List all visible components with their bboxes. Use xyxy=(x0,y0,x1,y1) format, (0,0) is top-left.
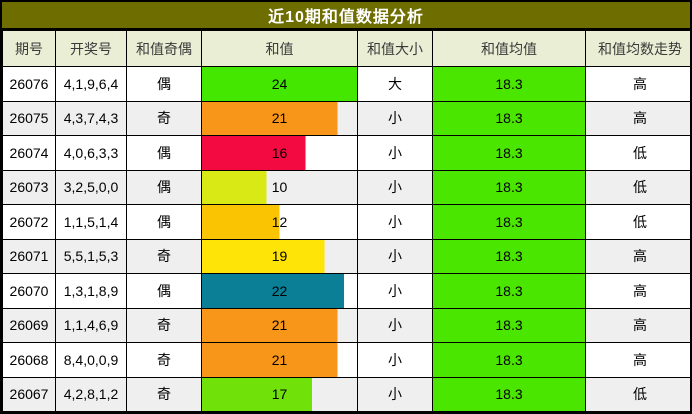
sum-bar-cell: 10 xyxy=(201,169,358,205)
col-header-mean: 和值均值 xyxy=(432,30,586,67)
table-row: 26073 3,2,5,0,0 偶 10 小 18.3 低 xyxy=(2,169,690,205)
mean-cell: 18.3 xyxy=(432,376,586,412)
trend-cell: 低 xyxy=(585,169,690,205)
period-cell: 26067 xyxy=(2,376,56,412)
table-row: 26072 1,1,5,1,4 偶 12 小 18.3 低 xyxy=(2,204,690,240)
mean-cell: 18.3 xyxy=(432,238,586,274)
trend-cell: 低 xyxy=(585,376,690,412)
sum-bar-cell: 22 xyxy=(201,273,358,309)
mean-cell: 18.3 xyxy=(432,273,586,309)
numbers-cell: 4,2,8,1,2 xyxy=(55,376,127,412)
period-cell: 26075 xyxy=(2,100,56,136)
period-cell: 26072 xyxy=(2,204,56,240)
period-cell: 26070 xyxy=(2,273,56,309)
numbers-cell: 4,1,9,6,4 xyxy=(55,66,127,102)
trend-cell: 高 xyxy=(585,238,690,274)
size-cell: 小 xyxy=(357,135,433,171)
trend-cell: 高 xyxy=(585,100,690,136)
numbers-cell: 5,5,1,5,3 xyxy=(55,238,127,274)
table-row: 26074 4,0,6,3,3 偶 16 小 18.3 低 xyxy=(2,135,690,171)
mean-cell: 18.3 xyxy=(432,135,586,171)
mean-cell: 18.3 xyxy=(432,66,586,102)
col-header-period: 期号 xyxy=(2,30,56,67)
parity-cell: 奇 xyxy=(126,238,202,274)
col-header-trend: 和值均数走势 xyxy=(585,30,690,67)
sum-analysis-table: 期号 开奖号 和值奇偶 和值 和值大小 和值均值 和值均数走势 26076 4,… xyxy=(2,30,690,412)
mean-cell: 18.3 xyxy=(432,307,586,343)
numbers-cell: 1,1,5,1,4 xyxy=(55,204,127,240)
sum-bar-cell: 24 xyxy=(201,66,358,102)
sum-bar-cell: 21 xyxy=(201,342,358,378)
size-cell: 小 xyxy=(357,307,433,343)
col-header-size: 和值大小 xyxy=(357,30,433,67)
mean-cell: 18.3 xyxy=(432,342,586,378)
period-cell: 26071 xyxy=(2,238,56,274)
sum-bar-cell: 16 xyxy=(201,135,358,171)
parity-cell: 偶 xyxy=(126,204,202,240)
trend-cell: 低 xyxy=(585,135,690,171)
size-cell: 小 xyxy=(357,100,433,136)
mean-cell: 18.3 xyxy=(432,204,586,240)
page-title: 近10期和值数据分析 xyxy=(2,2,690,30)
col-header-numbers: 开奖号 xyxy=(55,30,127,67)
sum-bar-cell: 19 xyxy=(201,238,358,274)
period-cell: 26076 xyxy=(2,66,56,102)
size-cell: 小 xyxy=(357,204,433,240)
size-cell: 小 xyxy=(357,342,433,378)
size-cell: 小 xyxy=(357,273,433,309)
trend-cell: 高 xyxy=(585,273,690,309)
parity-cell: 奇 xyxy=(126,342,202,378)
sum-bar-cell: 21 xyxy=(201,307,358,343)
numbers-cell: 1,3,1,8,9 xyxy=(55,273,127,309)
numbers-cell: 8,4,0,0,9 xyxy=(55,342,127,378)
trend-cell: 高 xyxy=(585,342,690,378)
sum-bar-cell: 17 xyxy=(201,376,358,412)
parity-cell: 偶 xyxy=(126,66,202,102)
sum-bar-cell: 12 xyxy=(201,204,358,240)
size-cell: 小 xyxy=(357,238,433,274)
table-row: 26067 4,2,8,1,2 奇 17 小 18.3 低 xyxy=(2,376,690,412)
sum-bar-cell: 21 xyxy=(201,100,358,136)
table-row: 26071 5,5,1,5,3 奇 19 小 18.3 高 xyxy=(2,238,690,274)
size-cell: 小 xyxy=(357,169,433,205)
period-cell: 26068 xyxy=(2,342,56,378)
col-header-parity: 和值奇偶 xyxy=(126,30,202,67)
trend-cell: 高 xyxy=(585,66,690,102)
parity-cell: 偶 xyxy=(126,169,202,205)
numbers-cell: 4,0,6,3,3 xyxy=(55,135,127,171)
table-row: 26068 8,4,0,0,9 奇 21 小 18.3 高 xyxy=(2,342,690,378)
size-cell: 大 xyxy=(357,66,433,102)
mean-cell: 18.3 xyxy=(432,100,586,136)
col-header-sum: 和值 xyxy=(201,30,358,67)
parity-cell: 偶 xyxy=(126,273,202,309)
numbers-cell: 3,2,5,0,0 xyxy=(55,169,127,205)
table-row: 26076 4,1,9,6,4 偶 24 大 18.3 高 xyxy=(2,66,690,102)
parity-cell: 奇 xyxy=(126,100,202,136)
table-header: 期号 开奖号 和值奇偶 和值 和值大小 和值均值 和值均数走势 xyxy=(2,30,690,67)
parity-cell: 奇 xyxy=(126,376,202,412)
period-cell: 26074 xyxy=(2,135,56,171)
numbers-cell: 1,1,4,6,9 xyxy=(55,307,127,343)
trend-cell: 低 xyxy=(585,204,690,240)
parity-cell: 偶 xyxy=(126,135,202,171)
trend-cell: 高 xyxy=(585,307,690,343)
mean-cell: 18.3 xyxy=(432,169,586,205)
parity-cell: 奇 xyxy=(126,307,202,343)
table-row: 26070 1,3,1,8,9 偶 22 小 18.3 高 xyxy=(2,273,690,309)
size-cell: 小 xyxy=(357,376,433,412)
numbers-cell: 4,3,7,4,3 xyxy=(55,100,127,136)
table-row: 26069 1,1,4,6,9 奇 21 小 18.3 高 xyxy=(2,307,690,343)
period-cell: 26069 xyxy=(2,307,56,343)
table-row: 26075 4,3,7,4,3 奇 21 小 18.3 高 xyxy=(2,100,690,136)
period-cell: 26073 xyxy=(2,169,56,205)
